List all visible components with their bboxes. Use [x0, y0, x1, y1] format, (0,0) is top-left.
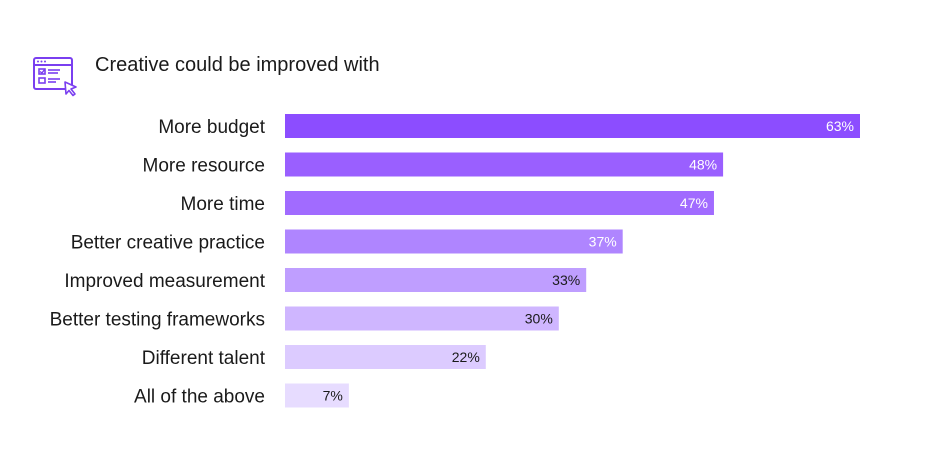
- bar: [285, 306, 559, 331]
- value-label: 47%: [680, 195, 708, 211]
- category-label: Better testing frameworks: [50, 310, 265, 331]
- value-label: 63%: [826, 118, 854, 134]
- value-label: 30%: [525, 311, 553, 327]
- bar: [285, 152, 724, 177]
- category-label: More time: [181, 194, 265, 215]
- category-label: Improved measurement: [64, 271, 265, 292]
- bar: [285, 191, 714, 215]
- category-label: More budget: [158, 117, 265, 138]
- bar: [285, 114, 860, 138]
- category-label: More resource: [143, 156, 266, 177]
- value-label: 22%: [452, 349, 480, 365]
- value-label: 37%: [589, 234, 617, 250]
- category-label: Better creative practice: [71, 233, 265, 254]
- value-label: 33%: [552, 272, 580, 288]
- bar: [285, 268, 587, 292]
- bar: [285, 383, 349, 408]
- value-label: 48%: [689, 157, 717, 173]
- category-label: All of the above: [134, 387, 265, 408]
- value-label: 7%: [323, 388, 343, 404]
- category-label: Different talent: [142, 348, 266, 369]
- chart-header: [32, 52, 80, 100]
- browser-checklist-cursor-icon: [33, 57, 77, 97]
- chart-title: Creative could be improved with: [95, 54, 380, 76]
- bar: [285, 229, 623, 254]
- bar: [285, 345, 486, 369]
